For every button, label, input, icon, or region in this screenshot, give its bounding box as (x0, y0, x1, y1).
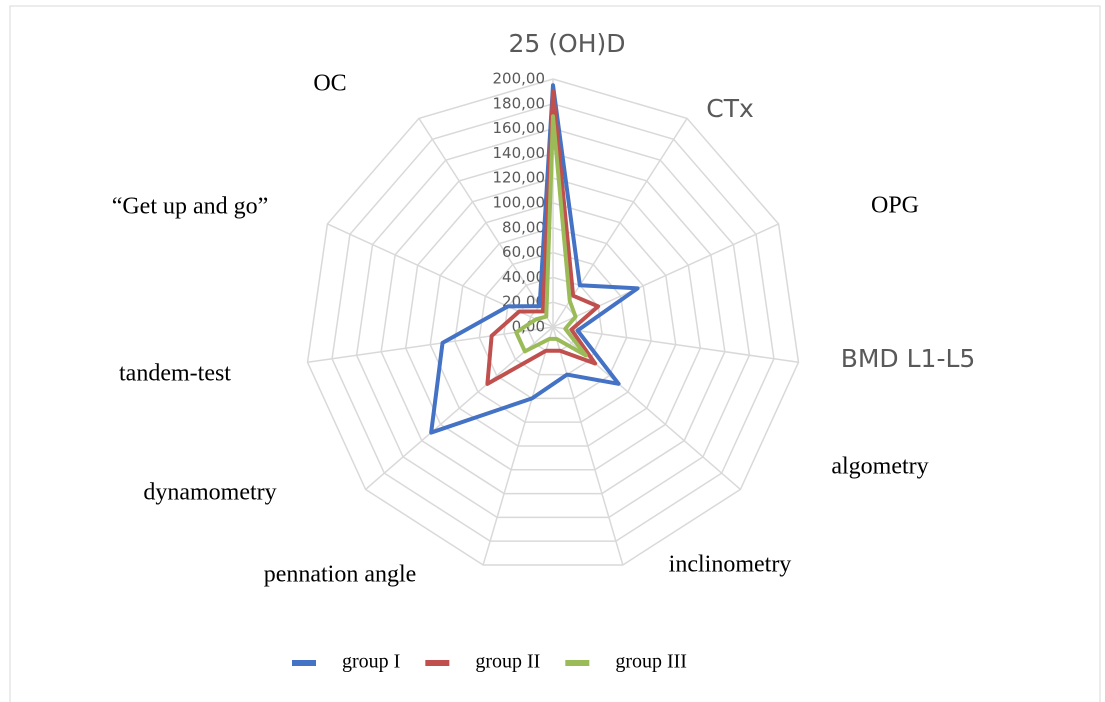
legend-swatch (425, 660, 450, 666)
spoke (365, 326, 554, 490)
legend-label: group I (342, 651, 400, 673)
y-tick-label: 140,00 (493, 144, 546, 162)
spoke (327, 223, 554, 328)
series-line (429, 83, 640, 435)
legend-label: group III (615, 651, 687, 673)
category-label: OC (313, 71, 346, 97)
grid-ring (380, 152, 726, 495)
category-label: algometry (831, 454, 928, 480)
y-tick-label: 60,00 (502, 243, 545, 261)
grid-ring (331, 103, 775, 542)
y-tick-label: 200,00 (493, 70, 546, 88)
category-label: dynamometry (143, 480, 276, 506)
category-label: “Get up and go” (112, 194, 269, 220)
spoke (552, 326, 624, 566)
y-tick-label: 40,00 (502, 268, 545, 286)
y-tick-label: 80,00 (502, 218, 545, 236)
legend-label: group II (475, 651, 540, 673)
legend-swatch (565, 660, 590, 666)
grid-ring (306, 78, 800, 566)
category-label: pennation angle (264, 562, 417, 588)
spoke (307, 326, 554, 364)
y-tick-label: 120,00 (493, 169, 546, 187)
category-label: OPG (871, 193, 919, 219)
spoke (482, 326, 554, 566)
y-tick-label: 100,00 (493, 194, 546, 212)
grid-ring (355, 127, 751, 519)
y-tick-label: 180,00 (493, 94, 546, 112)
category-label: 25 (OH)D (509, 29, 626, 58)
grid-ring (478, 251, 628, 400)
spoke (552, 326, 799, 364)
grid-ring (503, 276, 603, 376)
grid-ring (404, 177, 702, 471)
grid-ring (454, 227, 652, 423)
spoke (552, 223, 779, 328)
series-line (485, 89, 601, 386)
category-label: inclinometry (669, 552, 792, 578)
y-tick-label: 160,00 (493, 119, 546, 137)
spoke (418, 117, 554, 328)
grid-ring (429, 202, 677, 447)
category-label: BMD L1-L5 (841, 344, 976, 373)
spoke (552, 117, 688, 328)
series-line (514, 114, 588, 358)
category-label: CTx (706, 94, 754, 123)
legend-swatch (292, 660, 316, 666)
category-label: tandem-test (119, 361, 231, 387)
